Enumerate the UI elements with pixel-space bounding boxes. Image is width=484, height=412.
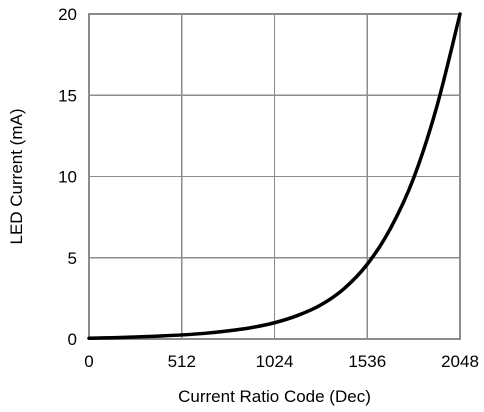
x-axis-title: Current Ratio Code (Dec) <box>178 387 371 406</box>
plot-frame <box>88 13 461 340</box>
y-tick-label: 10 <box>58 168 77 187</box>
y-tick-label: 5 <box>68 249 77 268</box>
tick-labels: 0 512 1024 1536 2048 0 5 10 15 20 <box>58 5 479 371</box>
plot-frame-rect <box>88 13 461 340</box>
x-tick-label: 2048 <box>441 352 479 371</box>
x-tick-label: 0 <box>84 352 93 371</box>
series-line-0 <box>87 12 462 340</box>
series-layer <box>87 12 462 340</box>
y-tick-label: 20 <box>58 5 77 24</box>
x-tick-label: 1536 <box>348 352 386 371</box>
y-axis-title: LED Current (mA) <box>7 108 26 244</box>
x-tick-label: 1024 <box>256 352 294 371</box>
y-tick-label: 15 <box>58 86 77 105</box>
y-tick-label: 0 <box>68 330 77 349</box>
grid-layer <box>89 14 460 339</box>
x-tick-label: 512 <box>168 352 196 371</box>
